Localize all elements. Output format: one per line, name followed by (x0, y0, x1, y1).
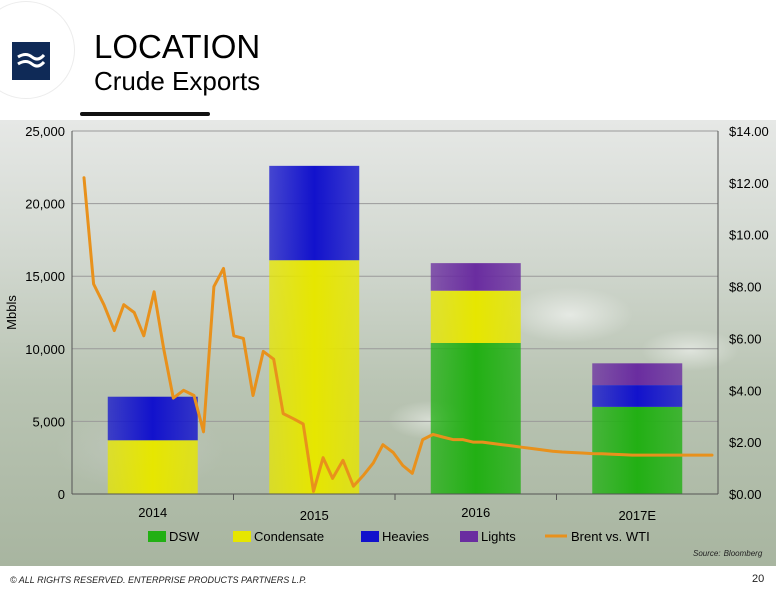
line-layer (82, 176, 714, 493)
x-tick-label: 2017E (618, 508, 656, 523)
y2-tick-label: $6.00 (729, 331, 762, 346)
bar-lights-2017e (592, 363, 683, 386)
bar-heavies-2014 (107, 396, 198, 441)
x-tick-label: 2014 (138, 505, 167, 520)
bar-condensate-2016 (430, 290, 521, 343)
legend-swatch-heavies (361, 531, 379, 542)
bar-heavies-2017e (592, 385, 683, 407)
page-number: 20 (752, 573, 765, 585)
y-tick-label: 10,000 (25, 342, 65, 357)
page-title: LOCATION (94, 28, 261, 65)
legend-swatch-dsw (148, 531, 166, 542)
y2-tick-label: $12.00 (729, 176, 769, 191)
legend-layer: DSW Condensate Heavies Lights Brent vs. WTI (148, 529, 650, 544)
bar-dsw-2017e (592, 406, 683, 494)
y2-tick-label: $4.00 (729, 383, 762, 398)
legend-label-heavies: Heavies (382, 529, 429, 544)
title-underline (80, 112, 210, 116)
bar-condensate-2014 (107, 440, 198, 494)
y-tick-label: 5,000 (32, 414, 65, 429)
x-tick-label: 2015 (300, 508, 329, 523)
x-tick-label: 2016 (461, 505, 490, 520)
legend-swatch-condensate (233, 531, 251, 542)
y2-tick-label: $2.00 (729, 435, 762, 450)
y2-tick-label: $10.00 (729, 228, 769, 243)
source-value: Bloomberg (723, 549, 763, 558)
y-tick-label: 0 (58, 487, 65, 502)
bar-dsw-2016 (430, 342, 521, 494)
bar-layer (107, 165, 683, 494)
legend-swatch-lights (460, 531, 478, 542)
y2-tick-label: $8.00 (729, 280, 762, 295)
y-tick-label: 15,000 (25, 269, 65, 284)
enterprise-logo-icon (12, 42, 50, 80)
y-tick-label: 20,000 (25, 197, 65, 212)
y-axis-title: Mbbls (4, 295, 19, 330)
legend-label-lights: Lights (481, 529, 516, 544)
legend-label-dsw: DSW (169, 529, 200, 544)
series-line-brent-vs-wti (82, 176, 714, 493)
source-label: Source: (693, 549, 721, 558)
bar-heavies-2015 (269, 165, 360, 261)
legend-label-brent-vs-wti: Brent vs. WTI (571, 529, 650, 544)
axis-layer: 0 5,000 10,000 15,000 20,000 25,000 $0.00 $2.00… (4, 124, 769, 523)
y2-tick-label: $0.00 (729, 487, 762, 502)
bar-lights-2016 (430, 263, 521, 291)
source-note: Source: Bloomberg (693, 549, 762, 558)
copyright-footer: © ALL RIGHTS RESERVED. ENTERPRISE PRODUC… (10, 575, 307, 585)
page-subtitle: Crude Exports (94, 66, 261, 96)
bar-condensate-2015 (269, 260, 360, 494)
legend-label-condensate: Condensate (254, 529, 324, 544)
y2-tick-label: $14.00 (729, 124, 769, 139)
y-tick-label: 25,000 (25, 124, 65, 139)
